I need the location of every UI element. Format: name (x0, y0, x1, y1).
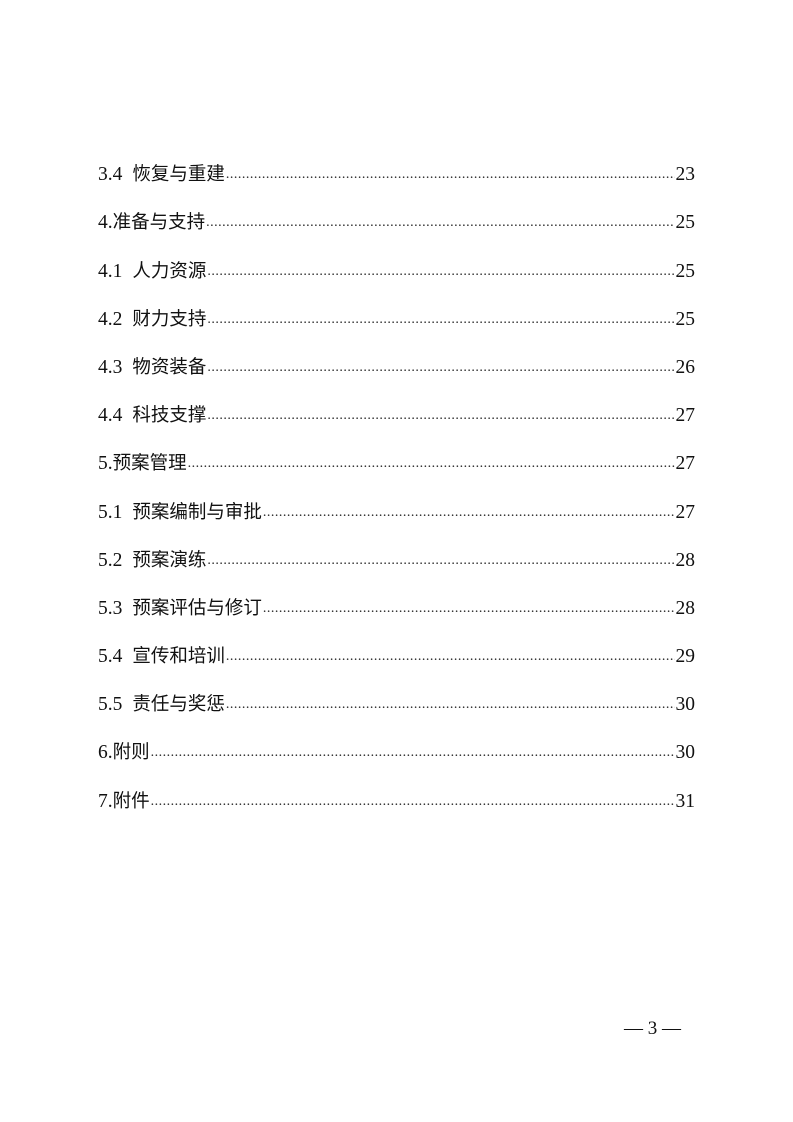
toc-page: 28 (675, 597, 696, 619)
toc-title: 恢复与重建 (132, 164, 225, 186)
toc-number: 7. (98, 790, 113, 812)
toc-page: 25 (675, 260, 696, 282)
toc-page: 28 (675, 549, 696, 571)
toc-title: 人力资源 (132, 260, 207, 282)
toc-entry[interactable]: 5.3 预案评估与修订 28 (98, 575, 695, 623)
toc-page: 27 (675, 501, 696, 523)
table-of-contents: 3.4 恢复与重建 23 4.准备与支持 25 4.1 人力资源 25 4.2 财力支持 25 4.3… (98, 141, 695, 816)
toc-number: 5.2 (98, 549, 123, 571)
toc-entry[interactable]: 4.1 人力资源 25 (98, 237, 695, 285)
toc-number: 5.5 (98, 694, 123, 716)
toc-entry[interactable]: 5.1 预案编制与审批 27 (98, 478, 695, 526)
dot-leader (151, 739, 675, 767)
toc-number: 4.2 (98, 308, 123, 330)
dot-leader (263, 499, 675, 527)
dot-leader (206, 209, 674, 237)
toc-entry[interactable]: 5.4 宣传和培训 29 (98, 623, 695, 671)
toc-number: 6. (98, 742, 113, 764)
toc-title: 准备与支持 (112, 212, 206, 234)
toc-number: 5.4 (98, 646, 123, 668)
dot-leader (263, 595, 675, 623)
toc-title: 预案编制与审批 (132, 501, 262, 523)
toc-number: 4. (98, 212, 113, 234)
dot-leader (207, 547, 674, 575)
toc-page: 30 (675, 694, 696, 716)
toc-title: 科技支撑 (132, 405, 207, 427)
toc-entry[interactable]: 4.准备与支持 25 (98, 189, 695, 237)
toc-entry[interactable]: 7.附件 31 (98, 767, 695, 815)
dot-leader (226, 643, 675, 671)
toc-title: 物资装备 (132, 356, 207, 378)
toc-page: 27 (675, 405, 696, 427)
toc-entry[interactable]: 3.4 恢复与重建 23 (98, 141, 695, 189)
toc-title: 附则 (112, 742, 150, 764)
toc-entry[interactable]: 4.3 物资装备 26 (98, 334, 695, 382)
dot-leader (151, 788, 675, 816)
toc-page: 26 (675, 356, 696, 378)
toc-page: 29 (675, 646, 696, 668)
toc-page: 23 (675, 164, 696, 186)
toc-entry[interactable]: 4.2 财力支持 25 (98, 286, 695, 334)
page-number: — 3 — (624, 1018, 681, 1039)
dot-leader (207, 402, 674, 430)
toc-number: 4.3 (98, 356, 123, 378)
toc-page: 25 (675, 308, 696, 330)
toc-title: 宣传和培训 (132, 646, 225, 668)
toc-page: 31 (675, 790, 696, 812)
dot-leader (207, 306, 674, 334)
toc-number: 3.4 (98, 164, 123, 186)
dot-leader (207, 354, 674, 382)
dot-leader (226, 691, 675, 719)
toc-number: 5. (98, 453, 113, 475)
toc-title: 预案评估与修订 (132, 597, 262, 619)
toc-page: 25 (675, 212, 696, 234)
dot-leader (226, 161, 675, 189)
toc-title: 附件 (112, 790, 150, 812)
toc-title: 预案管理 (112, 453, 187, 475)
dot-leader (207, 258, 674, 286)
toc-entry[interactable]: 6.附则 30 (98, 719, 695, 767)
toc-number: 5.3 (98, 597, 123, 619)
toc-title: 责任与奖惩 (132, 694, 225, 716)
toc-number: 4.1 (98, 260, 123, 282)
dot-leader (188, 450, 675, 478)
toc-entry[interactable]: 4.4 科技支撑 27 (98, 382, 695, 430)
toc-entry[interactable]: 5.5 责任与奖惩 30 (98, 671, 695, 719)
toc-title: 预案演练 (132, 549, 207, 571)
toc-title: 财力支持 (132, 308, 207, 330)
toc-number: 5.1 (98, 501, 123, 523)
toc-page: 30 (675, 742, 696, 764)
toc-number: 4.4 (98, 405, 123, 427)
toc-entry[interactable]: 5.2 预案演练 28 (98, 527, 695, 575)
toc-page: 27 (675, 453, 696, 475)
toc-entry[interactable]: 5.预案管理 27 (98, 430, 695, 478)
